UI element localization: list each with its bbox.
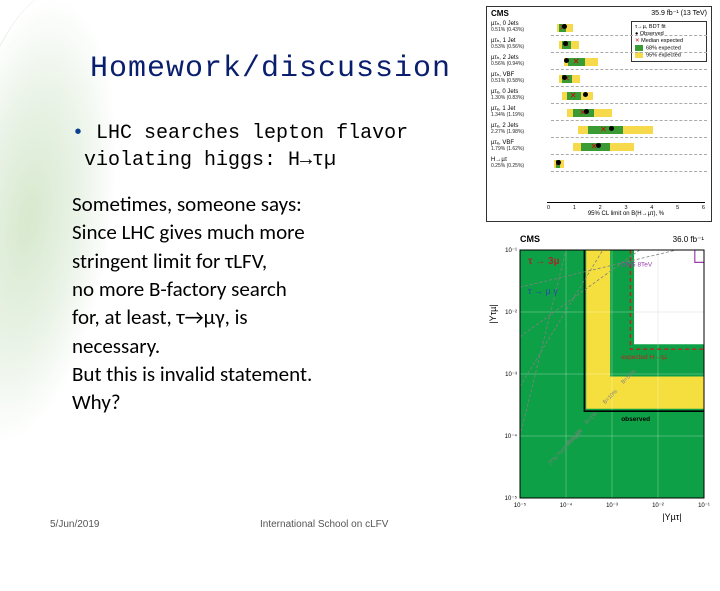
svg-text:|Yµτ|: |Yµτ| (662, 512, 681, 522)
cms-limit-row: µτₑ, VBF1.79% (1.62%)✕ (491, 140, 707, 157)
slide-title: Homework/discussion (90, 52, 451, 86)
body-l8: Why? (72, 389, 121, 415)
cms-panel-xaxis: 0123456 95% CL limit on B(H→µτ), % (547, 202, 705, 217)
footer-date: 5/Jun/2019 (50, 519, 100, 530)
cms-limit-row: µτₑ, 0 Jets1.30% (0.83%)✕ (491, 89, 707, 106)
body-l7: But this is invalid statement. (72, 361, 312, 387)
body-text: Sometimes, someone says: Since LHC gives… (72, 190, 422, 417)
svg-text:CMS: CMS (520, 234, 540, 244)
svg-text:10⁻²: 10⁻² (505, 310, 517, 316)
cms-limit-row: µτₕ, 0 Jets0.51% (0.43%)✕ (491, 21, 707, 38)
cms-limit-row: µτₑ, 2 Jets2.27% (1.98%)✕ (491, 123, 707, 140)
body-l5: for, at least, τ→µγ, is (72, 304, 248, 330)
cms-limit-panel: CMS 35.9 fb⁻¹ (13 TeV) τ→µ, BDT fit Obse… (486, 6, 712, 222)
svg-text:τ → 3µ: τ → 3µ (528, 256, 560, 267)
body-l4: no more B-factory search (72, 276, 287, 302)
svg-text:10⁻³: 10⁻³ (606, 503, 618, 509)
cms-limit-row: µτₕ, VBF0.51% (0.58%)✕ (491, 72, 707, 89)
body-l6: necessary. (72, 333, 160, 359)
svg-text:36.0 fb⁻¹: 36.0 fb⁻¹ (673, 235, 705, 244)
cms-limit-row: µτₑ, 1 Jet1.34% (1.19%)✕ (491, 106, 707, 123)
cms-limit-row: H→µτ0.25% (0.25%)✕ (491, 157, 707, 174)
svg-text:τ → µ γ: τ → µ γ (528, 286, 558, 296)
svg-text:|Yτµ|: |Yτµ| (488, 304, 498, 323)
body-l3: stringent limit for τLFV, (72, 248, 267, 274)
cms-panel-rows: µτₕ, 0 Jets0.51% (0.43%)✕µτₕ, 1 Jet0.53%… (491, 21, 707, 201)
svg-text:observed: observed (621, 416, 650, 423)
svg-text:10⁻⁴: 10⁻⁴ (560, 502, 573, 509)
cms-xlabel: 95% CL limit on B(H→µτ), % (547, 211, 705, 217)
svg-text:10⁻³: 10⁻³ (505, 372, 517, 378)
body-l2: Since LHC gives much more (72, 219, 305, 245)
bullet-dot: • (72, 122, 84, 145)
bullet-line2: violating higgs: H→τµ (84, 149, 336, 172)
cms-panel-header-left: CMS (491, 9, 509, 18)
svg-text:10⁻¹: 10⁻¹ (505, 248, 517, 254)
cms-panel-header-right: 35.9 fb⁻¹ (13 TeV) (651, 9, 707, 17)
exclusion-plot: 10⁻⁵10⁻⁵ 10⁻⁴ 10⁻⁴ 10⁻³ 10⁻³ 10⁻² 10⁻² 10⁻¹ 10⁻¹… (482, 228, 712, 528)
cms-limit-row: µτₕ, 1 Jet0.53% (0.56%)✕ (491, 38, 707, 55)
bullet-block: • LHC searches lepton flavor violating h… (72, 120, 432, 174)
svg-text:expected H→τµ: expected H→τµ (621, 354, 667, 361)
body-l1: Sometimes, someone says: (72, 191, 302, 217)
svg-text:CMS 8TeV: CMS 8TeV (621, 261, 653, 268)
svg-text:10⁻⁵: 10⁻⁵ (505, 495, 518, 502)
footer-venue: International School on cLFV (260, 519, 388, 530)
svg-text:10⁻¹: 10⁻¹ (698, 503, 710, 509)
cms-limit-row: µτₕ, 2 Jets0.56% (0.94%)✕ (491, 55, 707, 72)
bullet-line1: LHC searches lepton flavor (96, 122, 408, 145)
svg-text:10⁻²: 10⁻² (652, 503, 664, 509)
svg-text:10⁻⁵: 10⁻⁵ (514, 502, 527, 509)
svg-text:10⁻⁴: 10⁻⁴ (505, 433, 518, 440)
